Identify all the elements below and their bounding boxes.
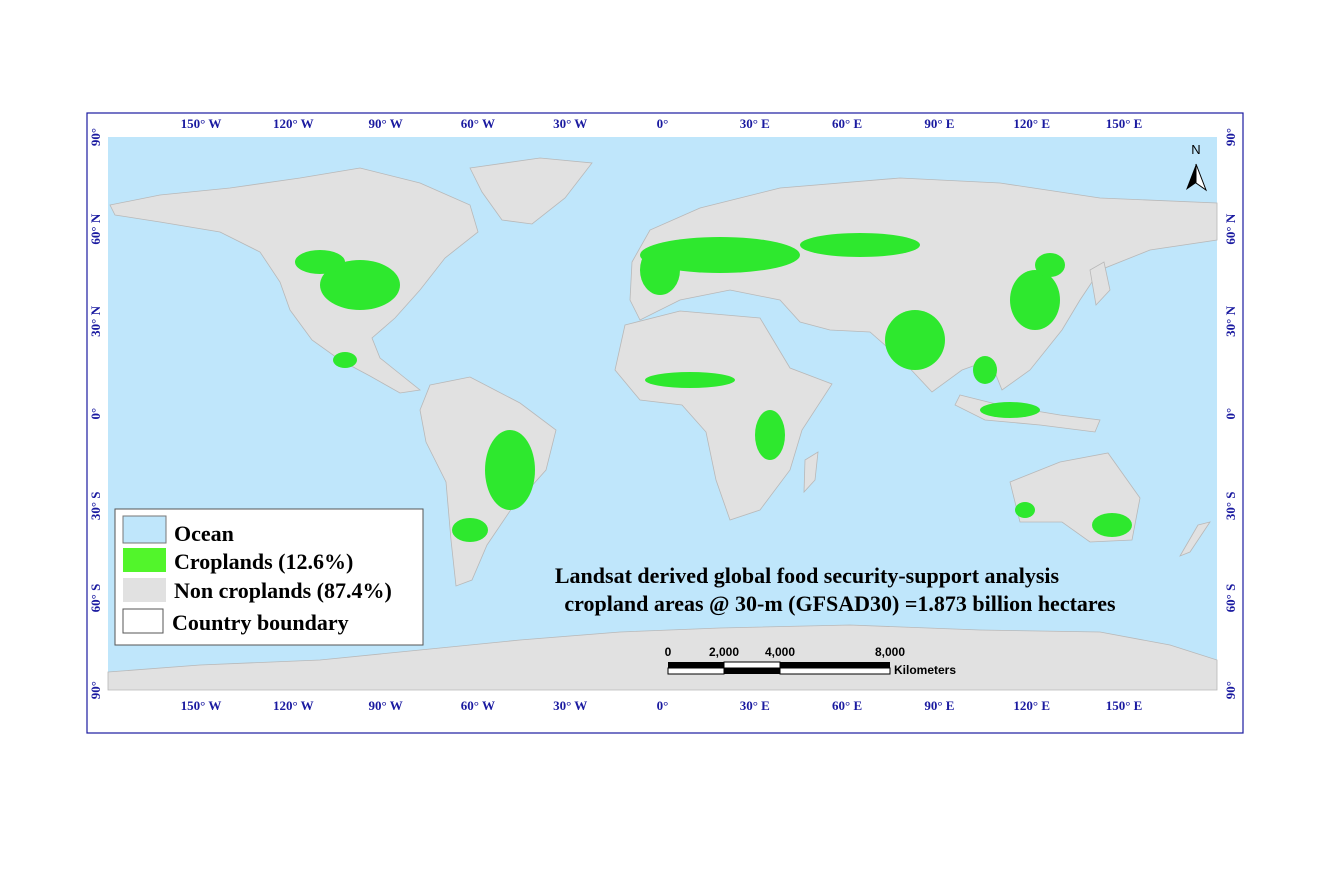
longitude-label: 150° E [1106,116,1143,131]
latitude-label: 30° S [1223,491,1238,520]
cropland-patch [333,352,357,368]
scale-label: 2,000 [709,645,739,659]
cropland-patch [1015,502,1035,518]
graticule-labels: 150° W 150° W 120° W 120° W 90° W 90° W 60° W 6… [88,116,1238,713]
antarctica [107,624,1218,691]
scale-bar: Kilometers 0 2,000 4,000 8,000 [665,645,957,677]
legend-swatch-croplands [123,548,166,572]
cropland-patch [295,250,345,274]
cropland-patch [980,402,1040,418]
cropland-patch [755,410,785,460]
legend: Ocean Croplands (12.6%) Non croplands (8… [114,508,424,646]
legend-label: Croplands (12.6%) [174,549,353,574]
longitude-label: 150° E [1106,698,1143,713]
latitude-label: 90° [1223,681,1238,699]
longitude-label: 30° E [740,116,770,131]
north-arrow-left [1186,164,1196,190]
legend-swatch-boundary [122,608,164,634]
scale-segment [723,661,781,669]
longitude-label: 90° W [368,698,402,713]
latitude-label: 60° N [1223,213,1238,244]
madagascar [803,451,819,494]
legend-label: Non croplands (87.4%) [174,578,392,603]
cropland-patch [1010,270,1060,330]
longitude-label: 30° W [553,116,587,131]
cropland-patch [800,233,920,257]
longitude-label: 150° W [181,698,222,713]
legend-swatch-ocean [122,515,167,544]
longitude-label: 60° W [461,698,495,713]
cropland-patch [485,430,535,510]
longitude-label: 90° E [924,698,954,713]
longitude-label: 90° E [924,116,954,131]
scale-unit: Kilometers [894,663,956,677]
cropland-patch [320,260,400,310]
scale-segment [780,662,890,668]
cropland-patch [973,356,997,384]
north-label: N [1191,142,1200,157]
cropland-patch [640,237,800,273]
legend-label: Country boundary [172,610,349,635]
longitude-label: 120° E [1013,698,1050,713]
cropland-patch [645,372,735,388]
legend-swatch-noncroplands [123,578,166,602]
new-zealand [1179,521,1211,557]
japan [1089,261,1111,306]
latitude-label: 0° [1223,408,1238,420]
scale-segment [724,668,780,674]
latitude-label: 30° N [1223,305,1238,336]
greenland [469,157,593,225]
longitude-label: 120° W [273,116,314,131]
longitude-label: 120° E [1013,116,1050,131]
latitude-label: 60° S [1223,584,1238,613]
longitude-label: 0° [657,116,669,131]
north-arrow-right [1195,163,1208,192]
north-america [109,167,479,394]
croplands [295,233,1132,542]
longitude-label: 150° W [181,116,222,131]
scale-segment [667,667,725,675]
longitude-label: 60° E [832,116,862,131]
longitude-label: 30° W [553,698,587,713]
longitude-label: 0° [657,698,669,713]
cropland-patch [640,245,680,295]
landmasses [107,157,1218,691]
cropland-patch [452,518,488,542]
latitude-label: 0° [88,408,103,420]
latitude-label: 60° S [88,584,103,613]
scale-segment [779,667,891,675]
cropland-patch [1092,513,1132,537]
cropland-patch [1035,253,1065,277]
latitude-label: 30° S [88,491,103,520]
longitude-label: 90° W [368,116,402,131]
africa [614,310,833,521]
scale-label: 8,000 [875,645,905,659]
latitude-label: 90° [88,128,103,146]
cropland-patch [885,310,945,370]
title-line: Landsat derived global food security-sup… [555,563,1060,588]
north-arrow: N [1186,142,1208,192]
latitude-label: 90° [1223,128,1238,146]
title-line: cropland areas @ 30-m (GFSAD30) =1.873 b… [564,591,1116,616]
latitude-label: 30° N [88,305,103,336]
latitude-label: 60° N [88,213,103,244]
longitude-label: 120° W [273,698,314,713]
eurasia [629,177,1218,393]
longitude-label: 60° E [832,698,862,713]
scale-label: 0 [665,645,672,659]
longitude-label: 60° W [461,116,495,131]
scale-label: 4,000 [765,645,795,659]
legend-label: Ocean [174,521,234,546]
latitude-label: 90° [88,681,103,699]
scale-segment [668,662,724,668]
longitude-label: 30° E [740,698,770,713]
